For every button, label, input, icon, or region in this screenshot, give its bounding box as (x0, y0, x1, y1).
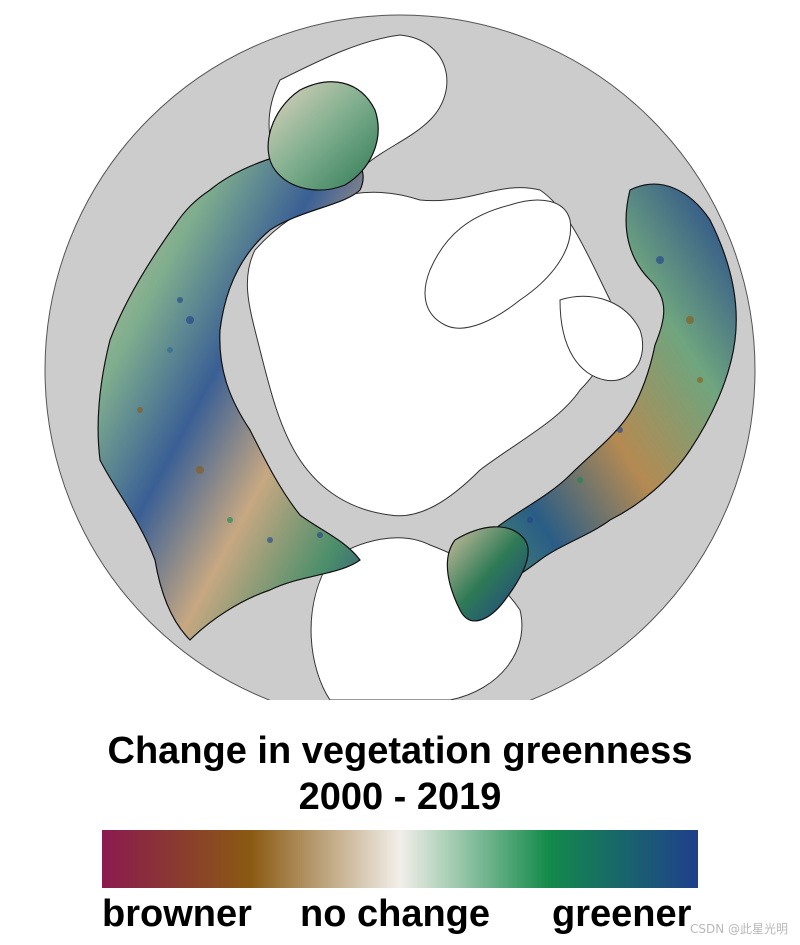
colorbar-label-no-change: no change (300, 893, 491, 935)
colorbar (102, 830, 698, 888)
title-line-2: 2000 - 2019 (298, 776, 502, 818)
vegetation-texture (137, 256, 703, 543)
eurasia-vegetation (97, 144, 364, 641)
map-svg (44, 14, 756, 726)
colorbar-label-greener: greener (552, 893, 692, 935)
colorbar-label-browner: browner (102, 893, 252, 935)
title-line-1: Change in vegetation greenness (107, 730, 693, 772)
greenland (424, 199, 572, 329)
arctic-vegetation-map (44, 14, 756, 726)
scandinavia-vegetation (267, 81, 379, 191)
map-title: Change in vegetation greenness 2000 - 20… (0, 728, 800, 820)
colorbar-gradient (102, 830, 698, 888)
hudson-bay (559, 295, 644, 382)
watermark: CSDN @此星光明 (689, 922, 788, 936)
map-disk (45, 15, 755, 701)
alaska-vegetation (446, 526, 529, 622)
